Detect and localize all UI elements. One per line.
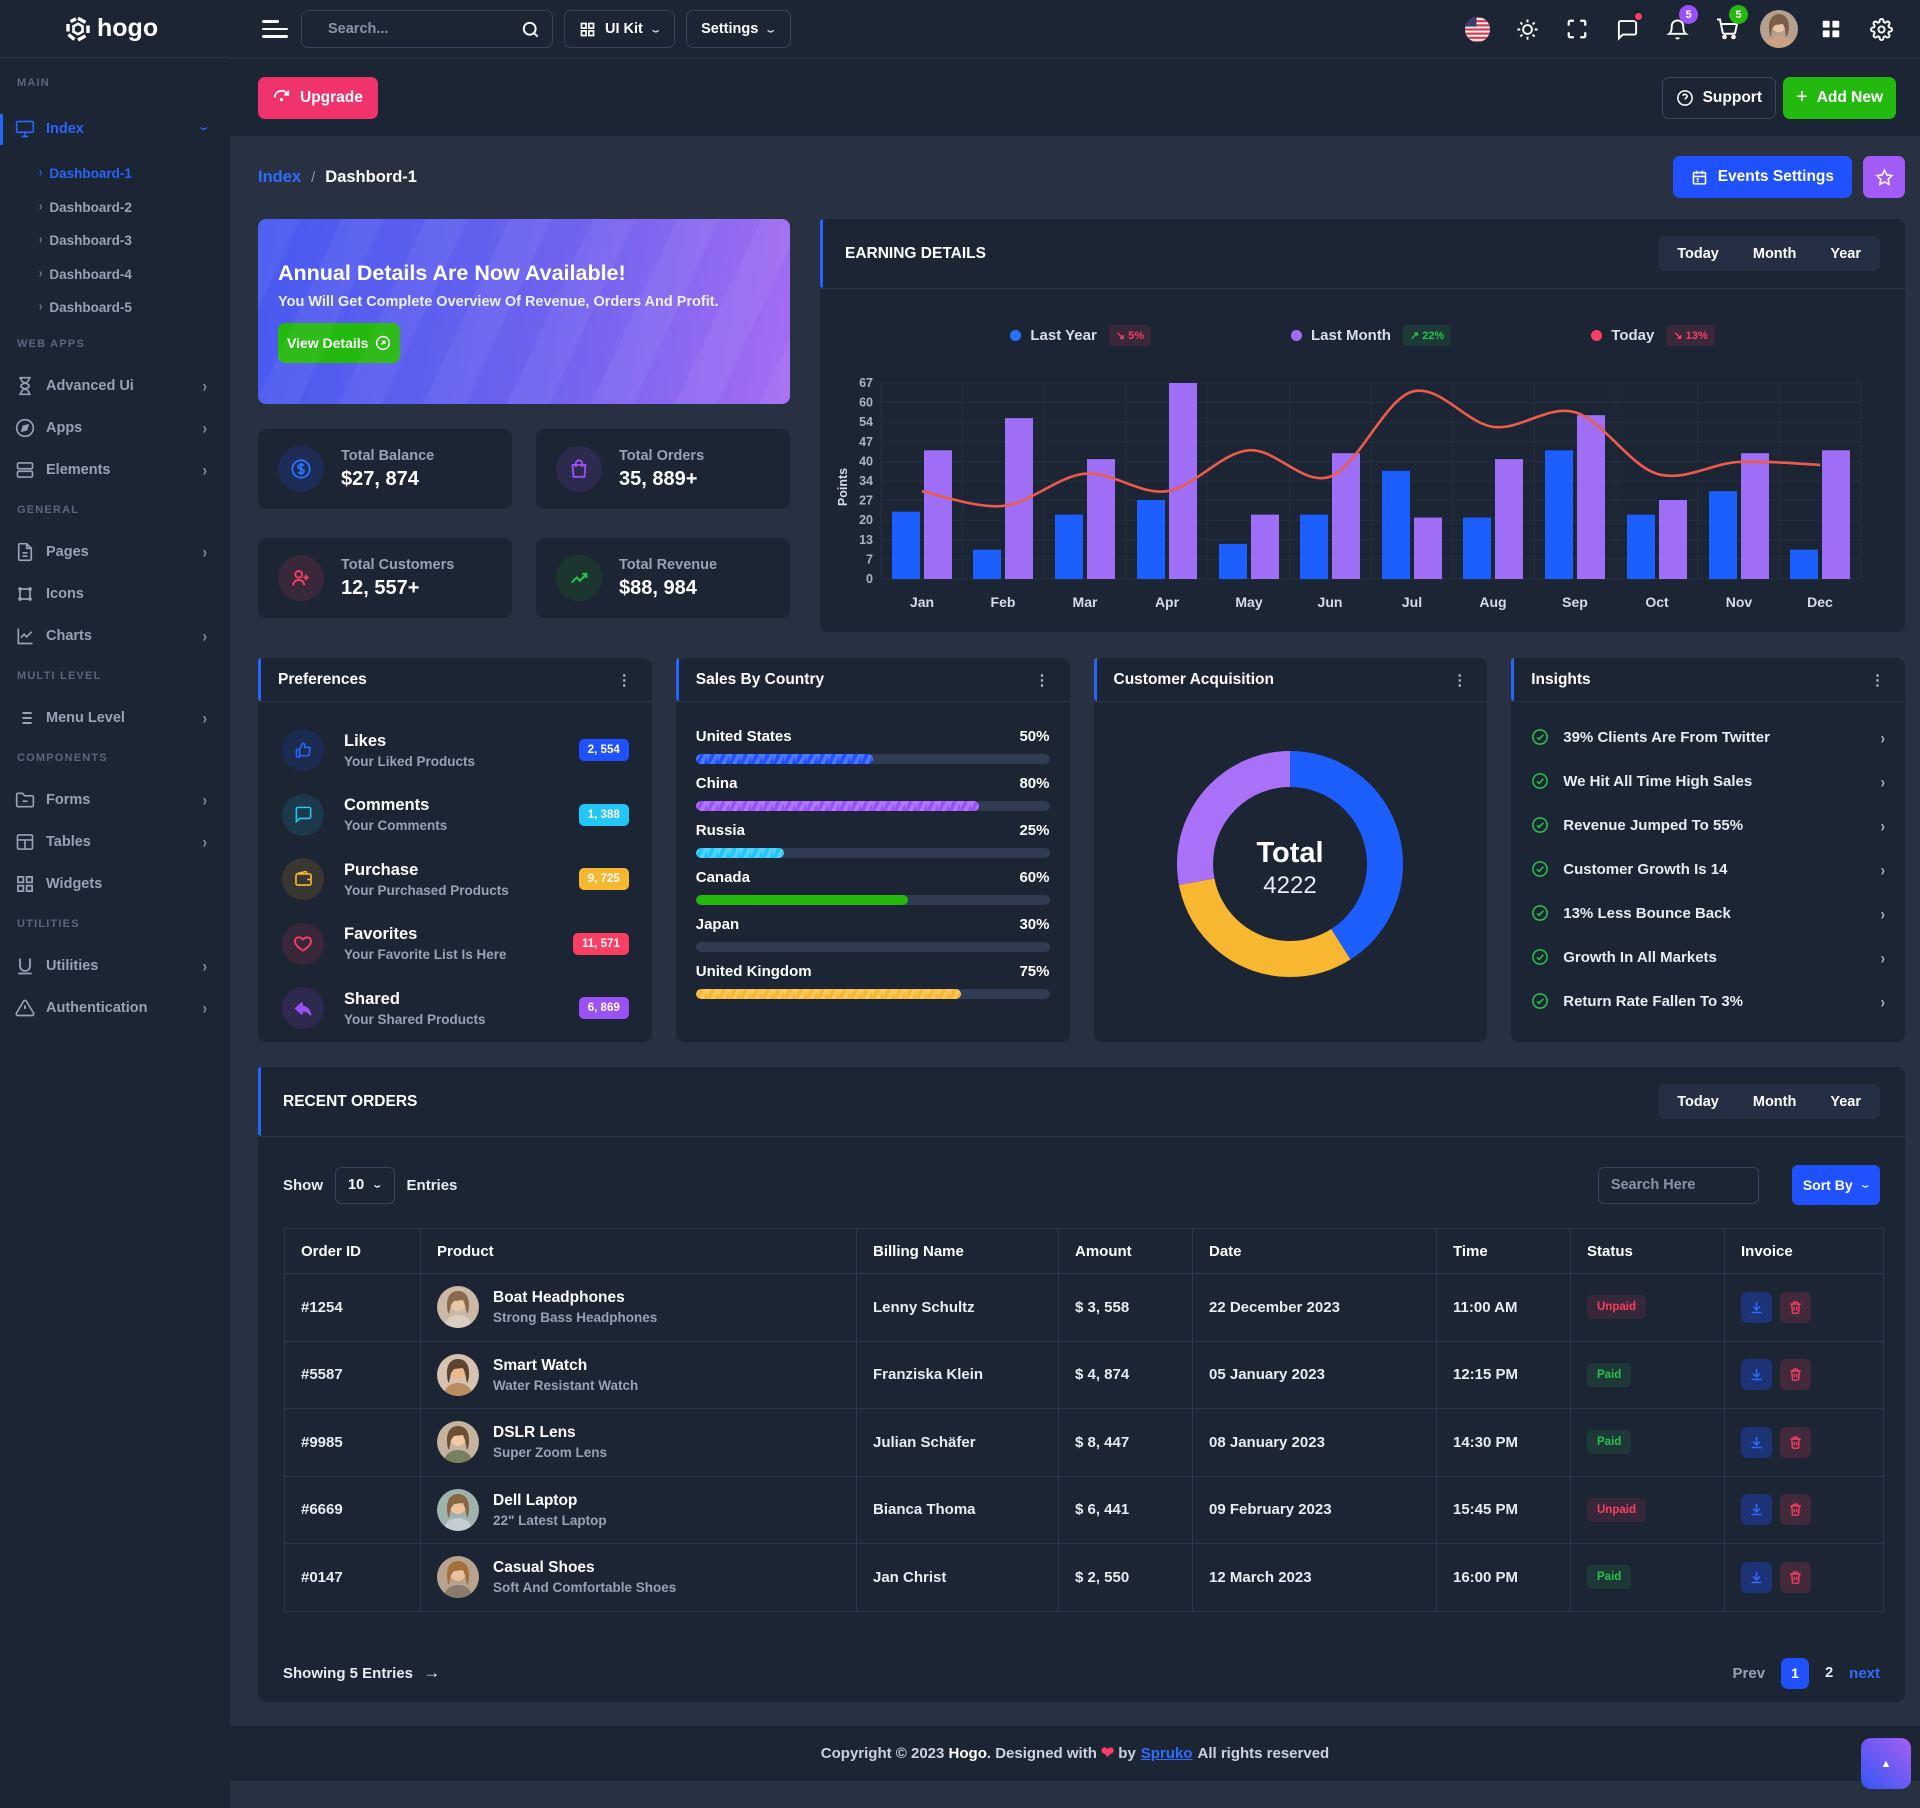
svg-text:Nov: Nov — [1725, 594, 1752, 610]
svg-text:Apr: Apr — [1154, 594, 1179, 610]
svg-text:0: 0 — [866, 572, 873, 586]
svg-text:Jun: Jun — [1317, 594, 1342, 610]
svg-text:Total: Total — [1257, 837, 1324, 869]
svg-text:Points: Points — [836, 468, 850, 506]
svg-text:Jan: Jan — [909, 594, 933, 610]
svg-text:54: 54 — [859, 415, 873, 429]
svg-text:60: 60 — [859, 396, 873, 410]
svg-text:20: 20 — [859, 513, 873, 527]
svg-text:40: 40 — [859, 454, 873, 468]
svg-text:Aug: Aug — [1479, 594, 1506, 610]
svg-text:34: 34 — [859, 474, 873, 488]
svg-text:47: 47 — [859, 435, 873, 449]
svg-text:Mar: Mar — [1072, 594, 1097, 610]
svg-text:27: 27 — [859, 494, 873, 508]
svg-text:Oct: Oct — [1645, 594, 1669, 610]
svg-text:67: 67 — [859, 376, 873, 390]
svg-text:Sep: Sep — [1562, 594, 1588, 610]
svg-text:4222: 4222 — [1264, 872, 1317, 899]
svg-text:Feb: Feb — [990, 594, 1015, 610]
svg-text:Jul: Jul — [1401, 594, 1421, 610]
svg-text:Dec: Dec — [1807, 594, 1833, 610]
svg-text:7: 7 — [866, 552, 873, 566]
svg-text:May: May — [1235, 594, 1262, 610]
svg-text:13: 13 — [859, 533, 873, 547]
